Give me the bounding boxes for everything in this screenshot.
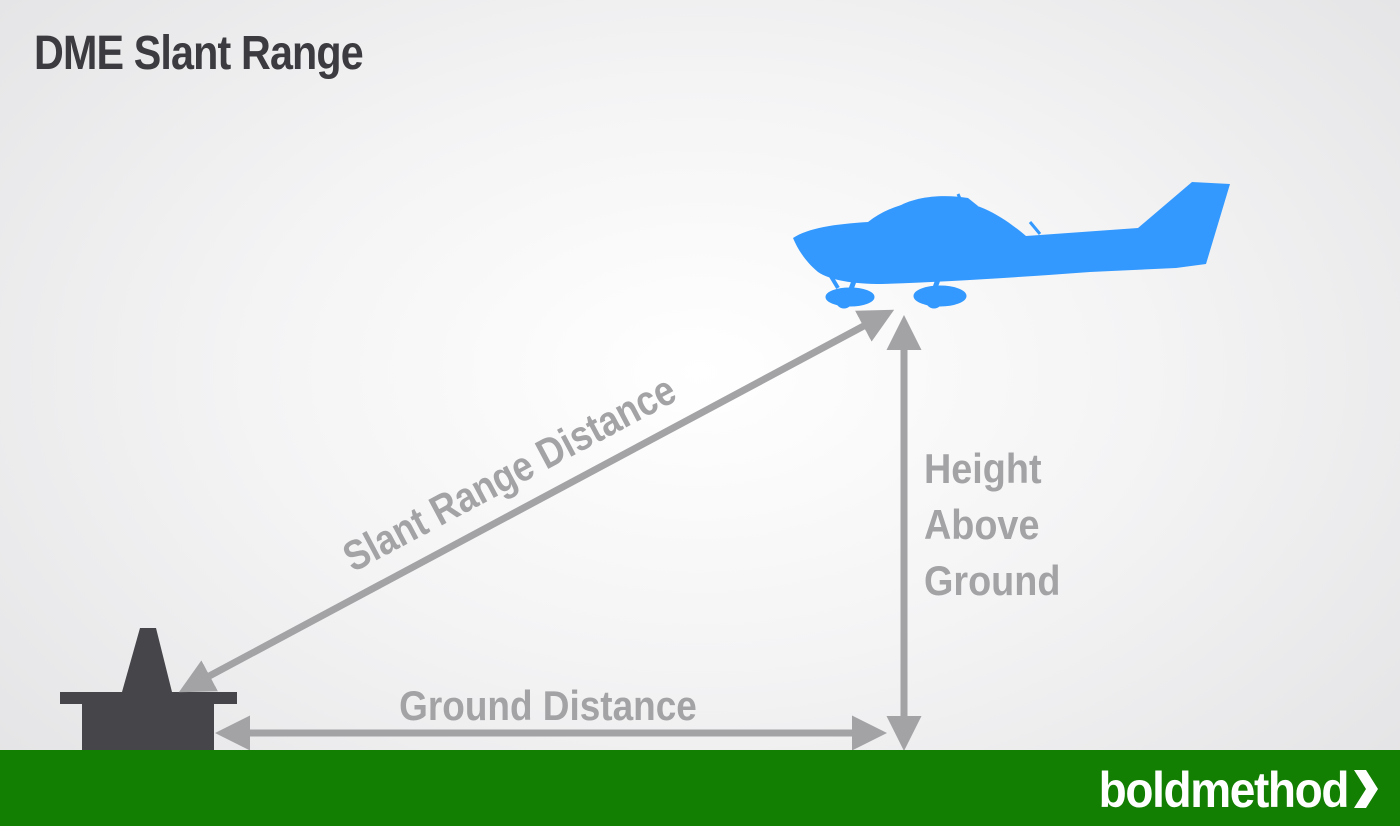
chevron-right-icon [1354, 770, 1378, 808]
height-label-line-2: Above [924, 502, 1039, 548]
ground-distance-label: Ground Distance [399, 683, 697, 730]
slant-range-arrow [178, 309, 895, 693]
height-label-line-3: Ground [924, 558, 1060, 604]
brand-logo-text: boldmethod [1098, 762, 1350, 818]
page-title: DME Slant Range [34, 27, 364, 80]
airplane-icon [793, 182, 1230, 309]
dme-station-icon [60, 628, 237, 750]
slant-range-label: Slant Range Distance [336, 367, 684, 581]
ground [0, 750, 1400, 826]
height-label-line-1: Height [924, 446, 1042, 492]
